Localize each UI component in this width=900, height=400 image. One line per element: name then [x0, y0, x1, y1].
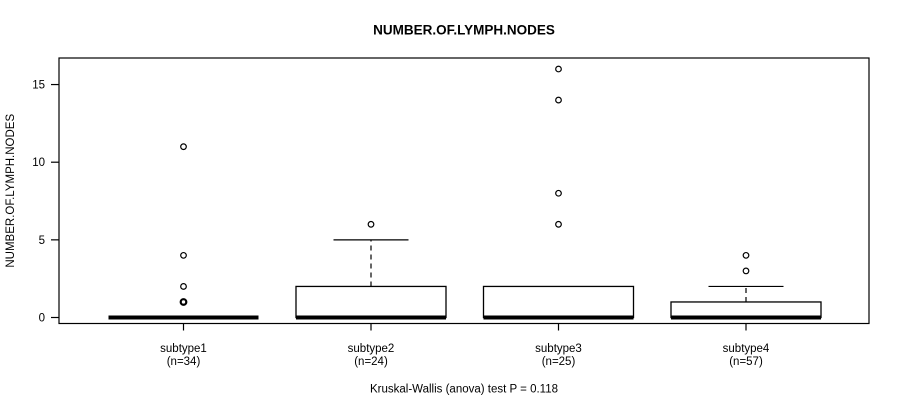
- outlier-point: [180, 283, 187, 290]
- outlier-point: [180, 143, 187, 151]
- outlier-point: [742, 251, 750, 259]
- y-axis-title: NUMBER.OF.LYMPH.NODES: [5, 114, 17, 268]
- y-axis-tick-label: 10: [32, 157, 45, 169]
- box: [670, 301, 822, 319]
- plot-frame: [58, 57, 870, 325]
- group-sublabel: (n=24): [354, 356, 388, 368]
- chart-title: NUMBER.OF.LYMPH.NODES: [373, 23, 555, 38]
- box: [482, 285, 635, 319]
- outlier-point: [555, 65, 562, 73]
- group-sublabel: (n=25): [542, 356, 576, 368]
- group-label: subtype3: [535, 343, 582, 355]
- outlier-point: [179, 298, 188, 306]
- outlier-point: [555, 96, 562, 104]
- annotation-text: Kruskal-Wallis (anova) test P = 0.118: [370, 384, 558, 396]
- y-axis-tick-label: 15: [32, 80, 45, 92]
- box: [295, 285, 447, 319]
- outlier-point: [742, 267, 750, 275]
- outlier-point: [367, 220, 375, 228]
- y-axis-tick-label: 0: [39, 313, 45, 325]
- y-axis-tick-label: 5: [39, 235, 45, 247]
- outlier-point: [555, 220, 562, 228]
- outlier-point: [555, 189, 562, 197]
- group-sublabel: (n=57): [729, 356, 763, 368]
- group-label: subtype4: [723, 343, 770, 355]
- outlier-point: [180, 251, 187, 259]
- group-sublabel: (n=34): [167, 356, 201, 368]
- group-label: subtype2: [348, 343, 395, 355]
- group-label: subtype1: [160, 343, 207, 355]
